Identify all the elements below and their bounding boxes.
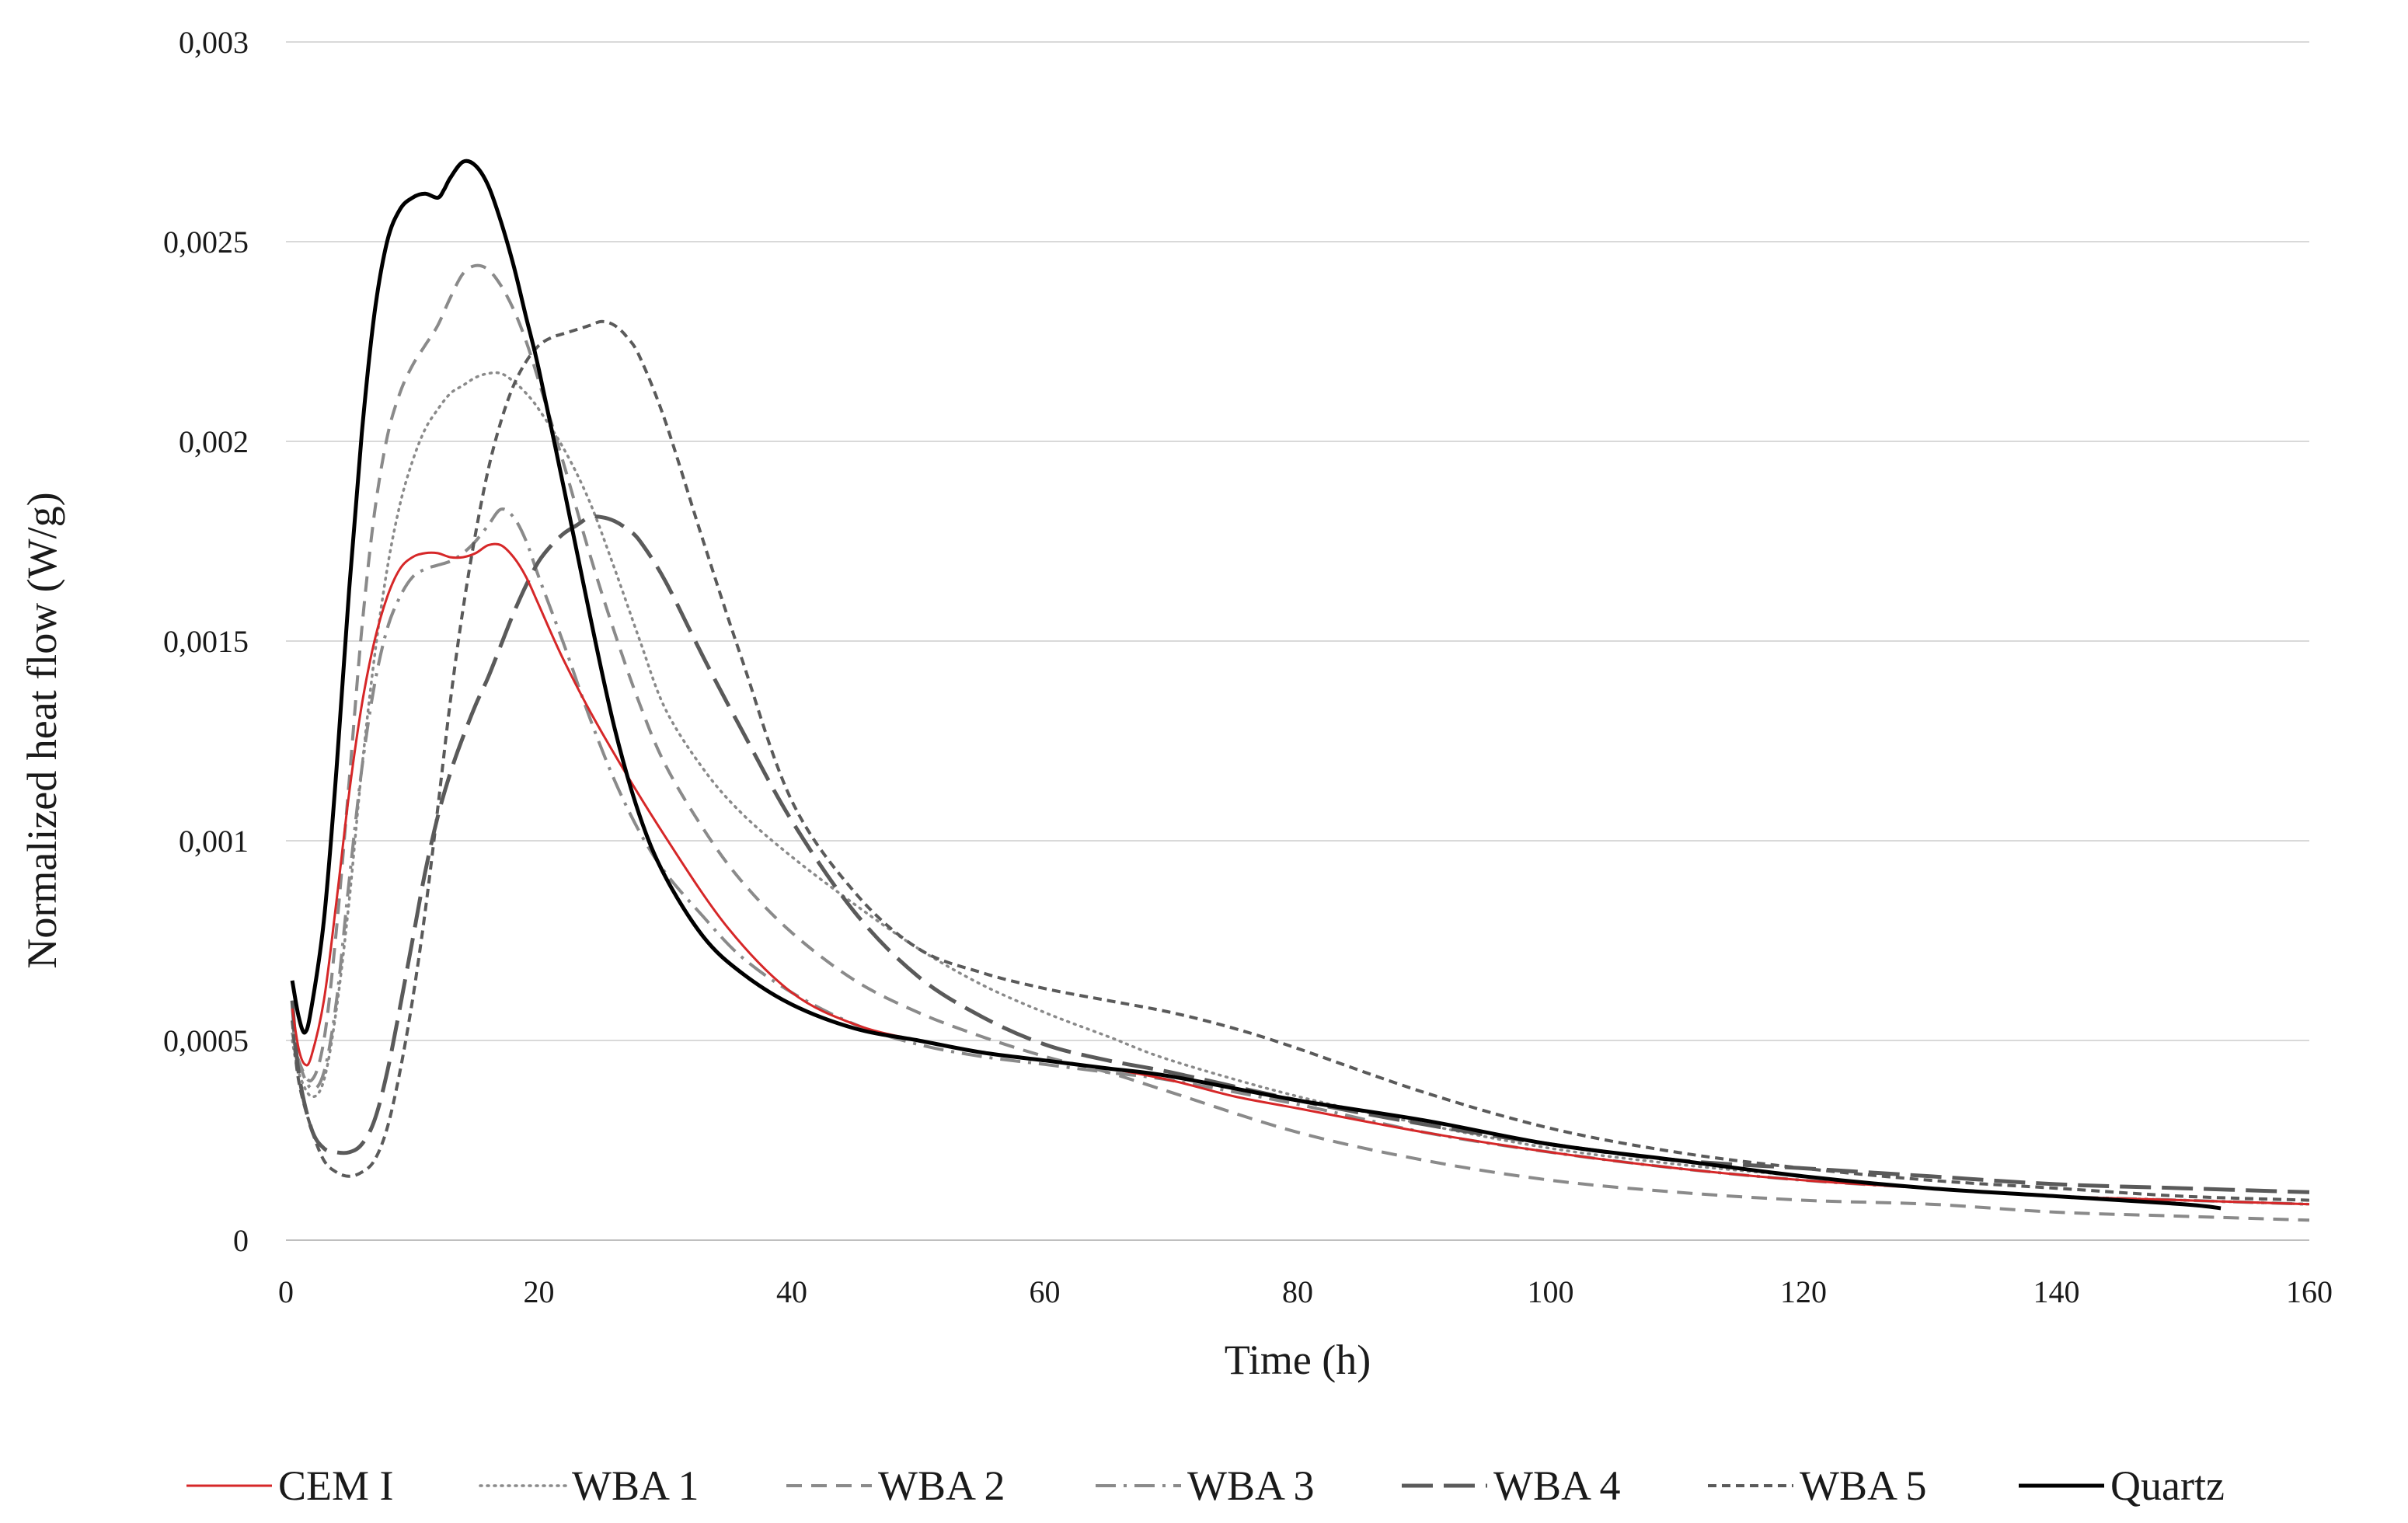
y-tick-label: 0,002	[179, 424, 249, 459]
x-tick-label: 80	[1282, 1274, 1313, 1309]
x-tick-label: 100	[1528, 1274, 1574, 1309]
series-line-wba-1	[291, 371, 2311, 1206]
y-tick-label: 0,0015	[163, 624, 249, 659]
legend-label: WBA 4	[1493, 1462, 1621, 1509]
legend-label: WBA 3	[1187, 1462, 1315, 1509]
series-line-quartz	[290, 159, 2222, 1211]
y-tick-label: 0	[233, 1223, 249, 1258]
y-tick-label: 0,001	[179, 824, 249, 859]
x-tick-label: 60	[1030, 1274, 1061, 1309]
x-tick-label: 20	[524, 1274, 555, 1309]
legend-label: WBA 1	[572, 1462, 699, 1509]
y-tick-labels: 0 0,0005 0,001 0,0015 0,002 0,0025 0,003	[163, 25, 249, 1258]
series-line-wba-5	[291, 319, 2310, 1202]
legend-label: WBA 2	[878, 1462, 1005, 1509]
legend-label: CEM I	[278, 1462, 394, 1509]
series-lines	[290, 159, 2311, 1222]
y-axis-title: Normalized heat flow (W/g)	[19, 492, 65, 968]
legend: CEM I WBA 1 WBA 2 WBA 3 WBA 4 WBA 5 Quartz	[186, 1462, 2225, 1509]
series-line-wba-2	[291, 263, 2310, 1222]
gridlines	[286, 41, 2309, 1041]
x-axis-title: Time (h)	[1225, 1337, 1371, 1383]
y-tick-label: 0,0005	[163, 1023, 249, 1058]
x-tick-label: 0	[278, 1274, 294, 1309]
x-tick-label: 160	[2286, 1274, 2333, 1309]
series-line-cem-i	[291, 542, 2310, 1206]
series-line-wba-4	[290, 514, 2310, 1194]
x-tick-label: 40	[776, 1274, 807, 1309]
y-tick-label: 0,0025	[163, 225, 249, 260]
x-tick-labels: 0 20 40 60 80 100 120 140 160	[278, 1274, 2333, 1309]
x-tick-label: 140	[2033, 1274, 2080, 1309]
legend-label: WBA 5	[1800, 1462, 1927, 1509]
x-tick-label: 120	[1780, 1274, 1827, 1309]
y-tick-label: 0,003	[179, 25, 249, 60]
legend-label: Quartz	[2110, 1462, 2225, 1509]
